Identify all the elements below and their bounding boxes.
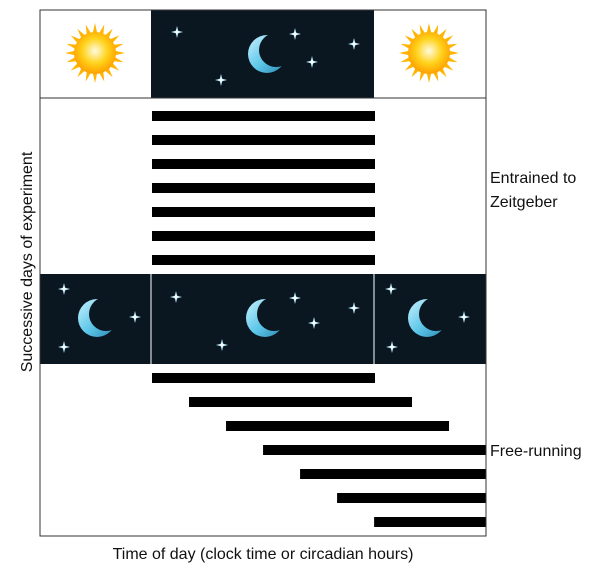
x-axis-label: Time of day (clock time or circadian hou… (40, 543, 486, 567)
free-running-label: Free-running (490, 440, 582, 464)
free-running-activity-bar (152, 373, 375, 383)
entrained-activity-bar (152, 231, 375, 241)
entrained-activity-bar (152, 111, 375, 121)
entrained-activity-bars (152, 111, 375, 265)
y-axis-label: Successive days of experiment (0, 232, 58, 292)
entrained-activity-bar (152, 207, 375, 217)
free-running-activity-bars (152, 373, 486, 527)
entrained-activity-bar (152, 183, 375, 193)
free-running-activity-bar (374, 517, 486, 527)
sun-icon (399, 23, 459, 83)
moon-icon (248, 35, 286, 73)
moon-icon (246, 299, 284, 337)
moon-icon (408, 299, 446, 337)
sun-icon (65, 23, 125, 83)
entrained-activity-bar (152, 135, 375, 145)
entrained-activity-bar (152, 255, 375, 265)
free-running-activity-bar (300, 469, 486, 479)
entrained-label-line1: Entrained to (490, 167, 595, 191)
entrained-label-line2: Zeitgeber (490, 191, 595, 215)
moon-icon (78, 299, 116, 337)
entrained-label: Entrained to Zeitgeber (490, 167, 595, 215)
entrained-activity-bar (152, 159, 375, 169)
y-axis-label-text: Successive days of experiment (16, 152, 40, 373)
free-running-activity-bar (226, 421, 449, 431)
free-running-activity-bar (189, 397, 412, 407)
free-running-activity-bar (263, 445, 486, 455)
free-running-activity-bar (337, 493, 486, 503)
